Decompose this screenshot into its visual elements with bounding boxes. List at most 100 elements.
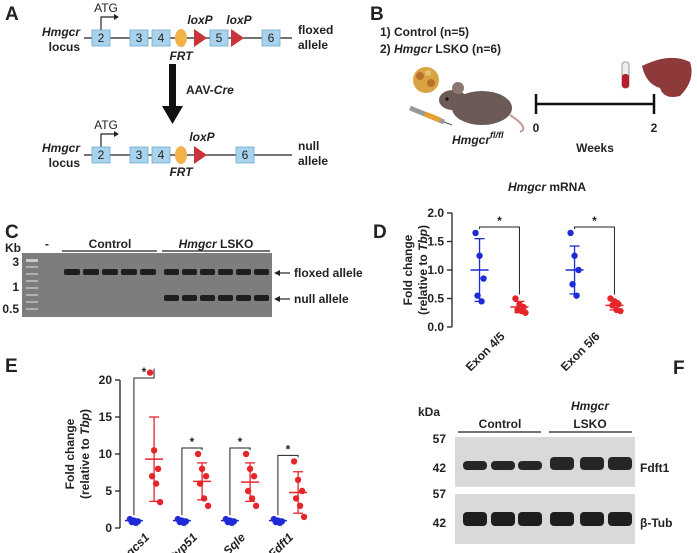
gel-band: [140, 269, 156, 275]
gel-band: [164, 295, 179, 301]
gel-band: [236, 269, 251, 275]
blot-band: [518, 512, 542, 526]
blot-band: [463, 461, 487, 470]
x-tick-label: Fdft1: [265, 530, 296, 553]
data-point: [290, 458, 298, 465]
atg-label: ATG: [94, 1, 118, 15]
frt-site: [175, 29, 187, 47]
gene: Hmgcr: [452, 133, 491, 147]
gel-band: [182, 295, 197, 301]
y-tick-label: 1.5: [427, 235, 444, 249]
treatment-label: AAV-Cre: [186, 83, 234, 97]
protein-label: Fdft1: [640, 461, 670, 475]
data-point: [472, 229, 479, 237]
loxp-site: [231, 29, 244, 47]
text: mRNA: [549, 180, 586, 194]
data-point: [567, 229, 574, 237]
x-tick-label: Cyp51: [165, 530, 201, 553]
arrow-head: [114, 131, 119, 137]
frt-label: FRT: [169, 165, 194, 179]
diet-icon: [413, 67, 439, 93]
data-point: [252, 502, 260, 509]
band-label: null allele: [294, 292, 349, 306]
gene: Hmgcr: [394, 42, 433, 56]
arrow-head: [274, 270, 280, 276]
syringe-icon: [409, 105, 453, 126]
blot-band: [580, 457, 604, 470]
text: (relative to: [416, 251, 430, 315]
significance-label: *: [497, 214, 502, 228]
locus-label: locus: [49, 40, 81, 54]
data-point: [194, 450, 202, 458]
exon-label: 3: [136, 148, 143, 162]
gel-band: [200, 269, 215, 275]
data-point: [204, 502, 212, 509]
x-tick-label: Exon 5/6: [558, 329, 603, 374]
y-tick-label: 10: [99, 447, 113, 461]
panel-label: C: [5, 222, 19, 243]
exon: [151, 29, 171, 47]
frt-label: FRT: [169, 49, 194, 63]
ladder-band: [26, 259, 38, 262]
significance-label: *: [142, 365, 147, 379]
blot-band: [463, 512, 487, 526]
text: 2): [380, 42, 394, 56]
tube-icon: [621, 61, 630, 89]
exon-label: 5: [216, 31, 223, 45]
text: ): [78, 409, 92, 413]
text: LSKO (n=6): [432, 42, 501, 56]
blot-band: [518, 461, 542, 470]
marker-label: 57: [433, 432, 447, 446]
data-point: [480, 275, 487, 282]
significance-label: *: [238, 435, 243, 449]
gel-band: [64, 269, 80, 275]
data-point: [146, 369, 154, 376]
panel-label: E: [5, 356, 18, 377]
significance-bracket: [229, 447, 251, 516]
loxp-site: [194, 146, 207, 164]
gel-band: [164, 269, 179, 275]
ladder-band: [26, 266, 38, 268]
significance-bracket: [181, 447, 203, 516]
exon: [209, 29, 229, 47]
gel-band: [254, 269, 269, 275]
exon-label: 6: [268, 31, 275, 45]
atg-arrow: [100, 16, 114, 30]
ladder-band: [26, 273, 38, 275]
gel-band: [102, 269, 118, 275]
genotype-label: Hmgcrfl/fl: [452, 130, 504, 147]
process-arrow: [169, 64, 176, 108]
chart-title: Hmgcr mRNA: [508, 180, 586, 194]
y-tick-label: 15: [99, 410, 113, 424]
exon: [151, 146, 171, 164]
loxp-site: [194, 29, 207, 47]
text: Tbp: [78, 413, 92, 435]
gene-label: Hmgcr: [42, 25, 81, 39]
lane-label: Hmgcr LSKO: [179, 237, 254, 251]
exon-label: 3: [136, 31, 143, 45]
ladder-label: 3: [12, 255, 19, 269]
blot-band: [491, 461, 515, 470]
ladder-label: 1: [12, 280, 19, 294]
ladder-band: [26, 280, 38, 282]
significance-label: *: [592, 214, 597, 228]
significance-bracket: [574, 226, 615, 295]
significance-label: *: [286, 442, 291, 456]
exon: [261, 29, 281, 47]
liver-icon: [642, 57, 692, 97]
y-tick-label: 1.0: [427, 263, 444, 277]
arrow-head: [274, 296, 280, 302]
exon: [91, 146, 111, 164]
allele-label: null: [298, 139, 319, 153]
panel-label: D: [373, 222, 387, 243]
data-point: [615, 301, 622, 308]
y-axis-label: (relative to Tbp): [416, 225, 430, 315]
blot-band: [550, 457, 574, 470]
ladder-band: [26, 301, 38, 303]
protein-label: β-Tub: [640, 516, 672, 530]
data-point: [202, 473, 210, 480]
group-label: Control: [479, 417, 522, 431]
atg-arrow: [100, 133, 114, 147]
data-point: [250, 473, 258, 480]
